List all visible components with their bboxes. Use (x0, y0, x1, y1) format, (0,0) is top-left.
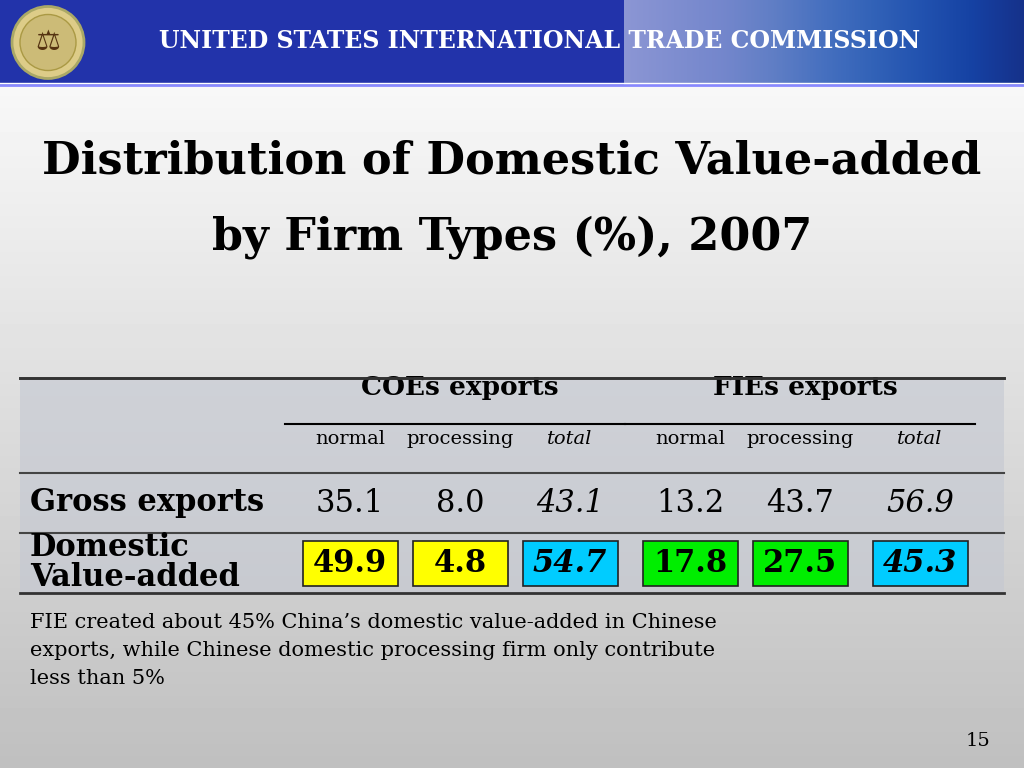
Circle shape (12, 6, 84, 78)
Bar (753, 541, 848, 585)
Text: ⚖: ⚖ (36, 28, 60, 57)
Bar (522, 541, 617, 585)
Text: by Firm Types (%), 2007: by Firm Types (%), 2007 (212, 215, 812, 259)
Text: 54.7: 54.7 (532, 548, 607, 578)
Text: 56.9: 56.9 (886, 488, 954, 518)
Text: 13.2: 13.2 (656, 488, 724, 518)
Text: normal: normal (655, 430, 725, 448)
Text: 4.8: 4.8 (433, 548, 486, 578)
Text: 43.7: 43.7 (766, 488, 834, 518)
Text: exports, while Chinese domestic processing firm only contribute: exports, while Chinese domestic processi… (30, 641, 715, 660)
Text: 45.3: 45.3 (883, 548, 957, 578)
Text: processing: processing (407, 430, 514, 448)
Text: 27.5: 27.5 (763, 548, 837, 578)
Text: Domestic: Domestic (30, 532, 189, 564)
Text: 8.0: 8.0 (436, 488, 484, 518)
Text: total: total (897, 430, 943, 448)
Text: Distribution of Domestic Value-added: Distribution of Domestic Value-added (42, 140, 982, 183)
Text: total: total (547, 430, 593, 448)
Text: 15: 15 (966, 732, 990, 750)
Text: processing: processing (746, 430, 854, 448)
Bar (20, 378, 1004, 593)
Text: normal: normal (315, 430, 385, 448)
Bar (302, 541, 397, 585)
Text: UNITED STATES INTERNATIONAL TRADE COMMISSION: UNITED STATES INTERNATIONAL TRADE COMMIS… (160, 28, 921, 52)
Text: COEs exports: COEs exports (361, 375, 559, 400)
Text: less than 5%: less than 5% (30, 669, 165, 688)
Text: FIE created about 45% China’s domestic value-added in Chinese: FIE created about 45% China’s domestic v… (30, 613, 717, 632)
Bar (872, 541, 968, 585)
Bar (642, 541, 737, 585)
Text: 49.9: 49.9 (313, 548, 387, 578)
Text: FIEs exports: FIEs exports (713, 375, 897, 400)
Text: 17.8: 17.8 (653, 548, 727, 578)
Circle shape (20, 15, 76, 71)
Text: Gross exports: Gross exports (30, 488, 264, 518)
Text: 35.1: 35.1 (315, 488, 384, 518)
Text: 43.1: 43.1 (536, 488, 604, 518)
Bar (0, 0, 1024, 85)
Bar (413, 541, 508, 585)
Text: Value-added: Value-added (30, 562, 240, 594)
